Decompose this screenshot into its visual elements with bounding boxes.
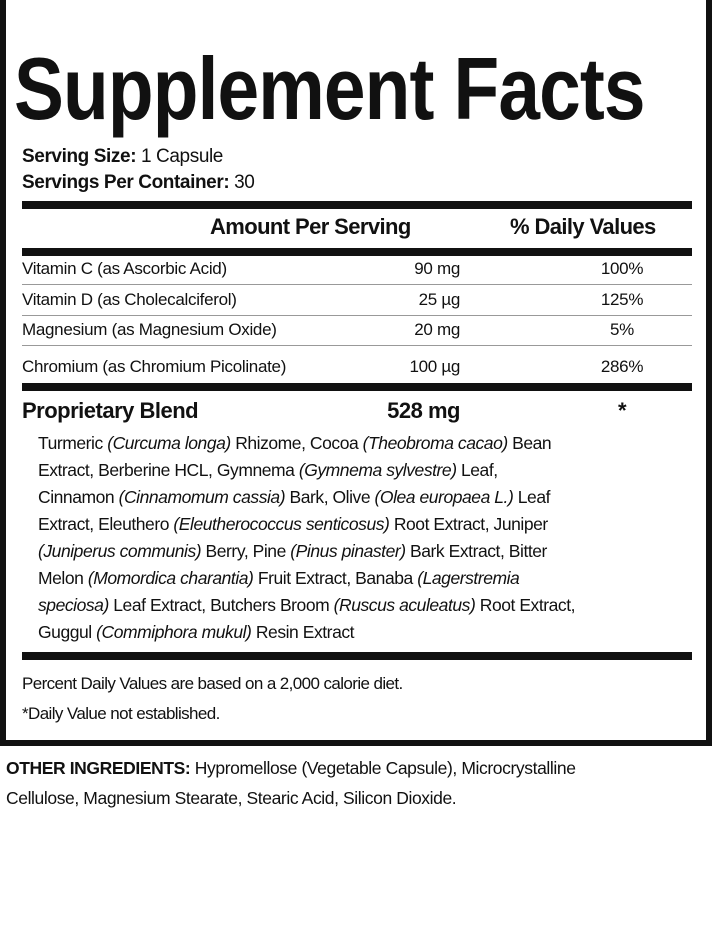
botanical-name: (Pinus pinaster) (290, 541, 406, 561)
botanical-name: (Ruscus aculeatus) (333, 595, 476, 615)
blend-dv: * (617, 398, 627, 423)
other-ingredients: OTHER INGREDIENTS: Hypromellose (Vegetab… (6, 758, 576, 779)
serving-size-value: 1 Capsule (141, 146, 223, 167)
ingredient-text: Guggul (38, 622, 97, 642)
blend-ingredients-line: Cinnamon (Cinnamomum cassia) Bark, Olive… (38, 487, 550, 508)
divider (22, 652, 692, 660)
divider (22, 201, 692, 209)
botanical-name: (Curcuma longa) (107, 433, 231, 453)
ingredient-text: Fruit Extract, Banaba (253, 568, 418, 588)
botanical-name: (Juniperus communis) (38, 541, 202, 561)
blend-amount: 528 mg (387, 398, 460, 423)
servings-per-container: Servings Per Container: 30 (22, 172, 255, 194)
row-divider (22, 345, 692, 346)
botanical-name: speciosa) (38, 595, 109, 615)
ingredient-text: Bark, Olive (285, 487, 375, 507)
ingredient-text: Bean (507, 433, 552, 453)
ingredient-text: Melon (38, 568, 88, 588)
ingredient-text: Cinnamon (38, 487, 119, 507)
blend-ingredients-line: Extract, Berberine HCL, Gymnema (Gymnema… (38, 460, 498, 481)
ingredient-text: Leaf (513, 487, 551, 507)
nutrient-name: Vitamin D (as Cholecalciferol) (22, 290, 237, 309)
nutrient-name: Magnesium (as Magnesium Oxide) (22, 320, 277, 339)
blend-ingredients-line: Extract, Eleuthero (Eleutherococcus sent… (38, 514, 548, 535)
botanical-name: (Theobroma cacao) (362, 433, 509, 453)
serving-size-label: Serving Size: (22, 146, 137, 167)
ingredient-text: Rhizome, Cocoa (230, 433, 363, 453)
blend-ingredients-line: Guggul (Commiphora mukul) Resin Extract (38, 622, 355, 643)
divider (22, 383, 692, 391)
ingredient-text: Berry, Pine (201, 541, 291, 561)
ingredient-text: Bark Extract, Bitter (405, 541, 547, 561)
other-ingredients-label: OTHER INGREDIENTS: (6, 758, 191, 778)
nutrient-daily-value: 125% (600, 290, 644, 309)
servings-per-container-value: 30 (234, 172, 255, 193)
botanical-name: (Lagerstremia (417, 568, 520, 588)
divider (22, 248, 692, 256)
ingredient-text: Extract, Eleuthero (38, 514, 174, 534)
nutrient-amount: 90 mg (414, 259, 460, 278)
ingredient-text: Turmeric (38, 433, 108, 453)
ingredient-text: Root Extract, Juniper (389, 514, 548, 534)
row-divider (22, 284, 692, 285)
panel-title: Supplement Facts (14, 39, 645, 138)
blend-ingredients-line: Melon (Momordica charantia) Fruit Extrac… (38, 568, 520, 589)
botanical-name: (Eleutherococcus senticosus) (173, 514, 390, 534)
other-ingredients-line: Hypromellose (Vegetable Capsule), Microc… (190, 758, 576, 778)
nutrient-daily-value: 5% (610, 320, 634, 339)
daily-value-header: % Daily Values (510, 214, 656, 239)
ingredient-text: Leaf Extract, Butchers Broom (108, 595, 334, 615)
serving-size: Serving Size: 1 Capsule (22, 146, 223, 168)
botanical-name: (Momordica charantia) (87, 568, 254, 588)
ingredient-text: Extract, Berberine HCL, Gymnema (38, 460, 299, 480)
ingredient-text: Resin Extract (251, 622, 355, 642)
nutrient-name: Vitamin C (as Ascorbic Acid) (22, 259, 227, 278)
botanical-name: (Cinnamomum cassia) (118, 487, 286, 507)
botanical-name: (Gymnema sylvestre) (298, 460, 457, 480)
blend-ingredients-line: Turmeric (Curcuma longa) Rhizome, Cocoa … (38, 433, 552, 454)
blend-ingredients-line: speciosa) Leaf Extract, Butchers Broom (… (38, 595, 576, 616)
nutrient-amount: 25 µg (418, 290, 461, 309)
facts-panel-border (0, 0, 712, 746)
ingredient-text: Root Extract, (475, 595, 576, 615)
nutrient-amount: 100 µg (409, 357, 460, 376)
amount-header: Amount Per Serving (210, 214, 411, 239)
nutrient-amount: 20 mg (414, 320, 460, 339)
nutrient-daily-value: 100% (600, 259, 644, 278)
blend-name: Proprietary Blend (22, 398, 199, 423)
footnote-daily-values: Percent Daily Values are based on a 2,00… (22, 674, 403, 693)
footnote-not-established: *Daily Value not established. (22, 704, 220, 723)
ingredient-text: Leaf, (456, 460, 498, 480)
blend-ingredients-line: (Juniperus communis) Berry, Pine (Pinus … (38, 541, 547, 562)
nutrient-daily-value: 286% (600, 357, 644, 376)
other-ingredients-line: Cellulose, Magnesium Stearate, Stearic A… (6, 788, 457, 808)
botanical-name: (Olea europaea L.) (374, 487, 514, 507)
nutrient-name: Chromium (as Chromium Picolinate) (22, 357, 287, 376)
servings-per-container-label: Servings Per Container: (22, 172, 230, 193)
row-divider (22, 315, 692, 316)
botanical-name: (Commiphora mukul) (96, 622, 252, 642)
